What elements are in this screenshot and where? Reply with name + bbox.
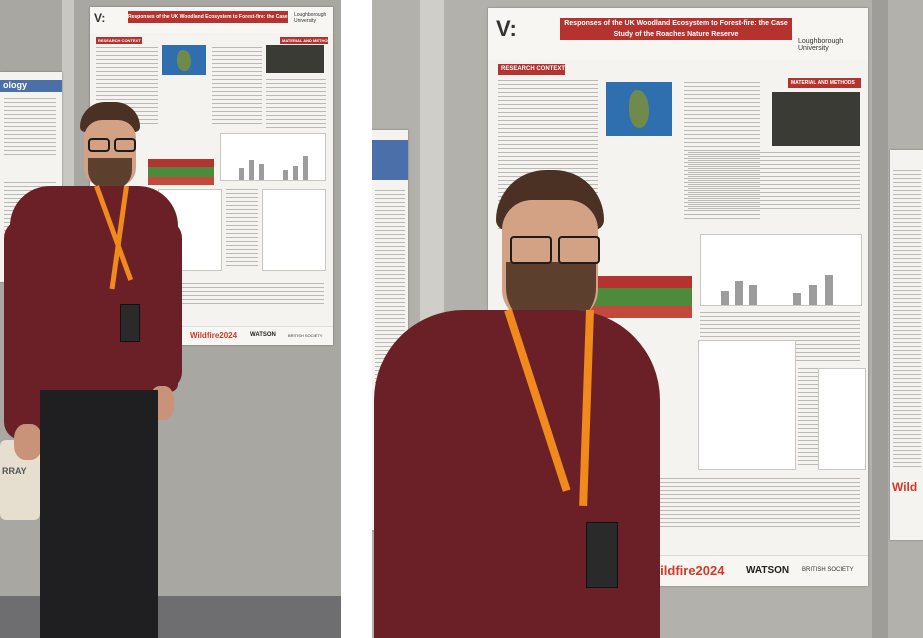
person-left (0, 0, 341, 638)
poster-title: Responses of the UK Woodland Ecosystem t… (560, 18, 792, 40)
satellite-figure (266, 45, 324, 73)
side-header (372, 140, 408, 180)
main-poster: V: Responses of the UK Woodland Ecosyste… (90, 7, 333, 345)
bes-logo: BRITISH SOCIETY (288, 333, 323, 338)
glasses (114, 138, 136, 152)
wildfire-logo: Wildfire2024 (190, 331, 238, 340)
uk-map-figure (162, 45, 206, 75)
text-block (893, 170, 921, 470)
person-right (372, 0, 923, 638)
research-context-heading: RESEARCH CONTEXT (96, 37, 142, 44)
research-context-heading: RESEARCH CONTEXT (498, 64, 565, 75)
name-badge (120, 304, 140, 342)
satellite-figure (772, 92, 860, 146)
results-table (588, 276, 692, 318)
watson-logo: WATSON (746, 565, 790, 576)
left-arm (4, 220, 44, 440)
university-logo-v: V: (496, 16, 517, 41)
loughborough-logo: Loughborough University (294, 12, 327, 24)
uk-map-figure (606, 82, 672, 136)
loughborough-logo: Loughborough University (798, 38, 844, 52)
text-block (4, 98, 56, 158)
text-block (266, 79, 326, 129)
wildfire-logo: Wildfire2024 (648, 563, 725, 578)
bes-logo: BRITISH SOCIETY (802, 567, 854, 573)
main-poster: V: Responses of the UK Woodland Ecosyste… (488, 8, 868, 586)
line-chart-figure (698, 340, 796, 470)
right-arm (146, 220, 182, 390)
side-poster-label: ology (0, 80, 62, 92)
side-poster-right: Wild (890, 150, 923, 540)
text-block (688, 152, 860, 212)
text-block (212, 47, 262, 127)
results-table (148, 159, 214, 185)
dot-plot-figure (818, 368, 866, 470)
hand (14, 424, 42, 460)
photo-left: ology V: Responses of the UK Woodland Ec… (0, 0, 341, 638)
text-block (638, 478, 860, 528)
poster-header: V: Responses of the UK Woodland Ecosyste… (488, 8, 868, 60)
sweater (374, 310, 660, 638)
methods-heading: MATERIAL AND METHODS (788, 78, 861, 88)
panel-frame (872, 0, 888, 638)
side-wildfire-logo: Wild (892, 480, 918, 494)
text-block (160, 283, 324, 305)
photo-right: Wild V: Responses of the UK Woodland Eco… (372, 0, 923, 638)
watson-logo: WATSON (250, 332, 276, 338)
glasses (510, 236, 552, 264)
bar-chart-figure (700, 234, 862, 306)
poster-title: Responses of the UK Woodland Ecosystem t… (128, 11, 288, 23)
university-logo-v: V: (94, 11, 106, 25)
image-divider (341, 0, 372, 638)
poster-header: V: Responses of the UK Woodland Ecosyste… (90, 7, 333, 33)
bag-print: RRAY (2, 466, 27, 476)
text-block (798, 368, 818, 468)
trousers (40, 390, 158, 638)
dot-plot-figure (262, 189, 326, 271)
bar-chart-figure (220, 133, 326, 181)
glasses (558, 236, 600, 264)
text-block (226, 189, 258, 269)
glasses (88, 138, 110, 152)
beard (88, 158, 132, 190)
name-badge (586, 522, 618, 588)
methods-heading: MATERIAL AND METHODS (280, 37, 328, 44)
